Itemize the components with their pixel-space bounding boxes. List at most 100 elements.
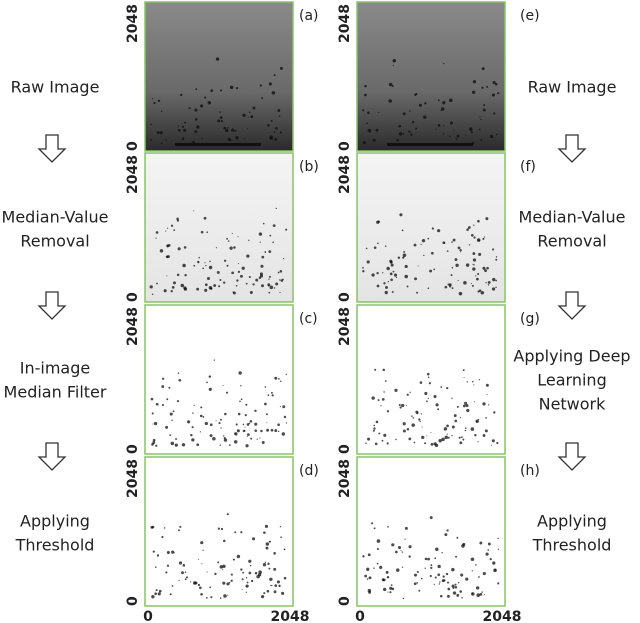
speckle: [455, 137, 458, 140]
speckle: [401, 566, 404, 568]
speckle: [489, 557, 492, 561]
speckle: [457, 246, 461, 250]
speckle: [235, 135, 239, 140]
y-axis-top: 2048: [337, 4, 353, 43]
y-axis-bottom: 0: [337, 292, 353, 302]
speckle: [395, 438, 397, 441]
speckle: [166, 227, 169, 229]
speckle: [204, 262, 206, 264]
speckle: [444, 533, 448, 537]
speckle: [182, 263, 186, 268]
speckle: [438, 583, 441, 585]
speckle: [279, 279, 281, 281]
speckle: [382, 578, 386, 582]
speckle: [396, 568, 400, 572]
step-text: Applying: [537, 512, 607, 531]
speckle: [446, 433, 448, 435]
speckle: [171, 419, 173, 421]
speckle: [154, 566, 157, 568]
speckle: [377, 399, 380, 402]
speckle: [152, 438, 156, 442]
speckle: [157, 99, 161, 103]
speckle: [376, 271, 379, 275]
speckle: [173, 229, 176, 231]
speckle: [178, 561, 183, 565]
down-arrow: [37, 291, 67, 320]
speckle: [419, 420, 421, 423]
speckle: [279, 291, 281, 294]
speckle: [429, 516, 433, 520]
speckle: [151, 293, 154, 296]
speckle: [233, 440, 238, 444]
speckle: [447, 581, 450, 584]
speckle: [367, 437, 371, 441]
speckle: [183, 246, 187, 249]
speckle: [204, 283, 208, 287]
speckle: [240, 568, 243, 571]
speckle: [222, 581, 226, 585]
speckle: [198, 586, 202, 590]
speckle: [158, 589, 162, 593]
step-text: Median-Value: [2, 208, 109, 227]
speckle: [440, 386, 443, 388]
speckle: [437, 124, 441, 127]
speckle: [418, 589, 421, 592]
speckle: [249, 291, 253, 295]
speckle: [401, 551, 404, 553]
speckle: [246, 423, 250, 426]
speckle: [279, 66, 283, 70]
speckle: [149, 285, 153, 289]
speckle: [153, 101, 156, 105]
speckle: [237, 263, 239, 265]
image-panel: [144, 152, 294, 303]
speckle: [264, 386, 267, 388]
speckle: [459, 416, 462, 419]
speckle: [495, 258, 498, 261]
speckle: [195, 88, 198, 90]
speckle: [223, 126, 227, 130]
speckle: [259, 241, 261, 243]
speckle: [391, 290, 394, 293]
speckle: [213, 284, 217, 287]
speckle: [267, 285, 270, 287]
speckle: [481, 67, 485, 71]
panel-label: (d): [299, 463, 319, 479]
speckle: [464, 427, 467, 429]
speckle: [373, 567, 375, 569]
speckle: [452, 591, 457, 595]
speckle: [423, 254, 425, 257]
speckle: [165, 230, 167, 232]
speckle: [434, 576, 437, 579]
speckle: [376, 562, 379, 565]
speckle: [486, 85, 489, 88]
speckle: [265, 542, 270, 546]
speckle: [460, 573, 464, 577]
speckle: [458, 291, 463, 296]
speckle: [391, 85, 394, 88]
speckle: [469, 127, 473, 132]
image-panel: [144, 456, 294, 607]
speckle: [454, 258, 458, 261]
speckle: [217, 561, 220, 564]
speckle: [251, 579, 254, 582]
speckle: [281, 591, 285, 595]
speckle: [170, 441, 175, 446]
speckle: [247, 116, 249, 118]
step-text: Removal: [20, 232, 89, 251]
speckle: [199, 431, 202, 433]
speckle: [375, 128, 379, 132]
speckle: [433, 442, 437, 446]
speckle: [206, 381, 208, 384]
speckle: [246, 254, 250, 258]
speckle: [402, 597, 405, 600]
speckle: [398, 132, 403, 136]
speckle: [445, 572, 449, 576]
speckle: [198, 256, 200, 259]
speckle: [237, 139, 239, 141]
speckle: [229, 246, 233, 250]
speckle: [155, 402, 159, 406]
speckle: [386, 576, 390, 579]
speckle: [152, 550, 155, 553]
x-axis-right: 2048: [271, 609, 310, 623]
